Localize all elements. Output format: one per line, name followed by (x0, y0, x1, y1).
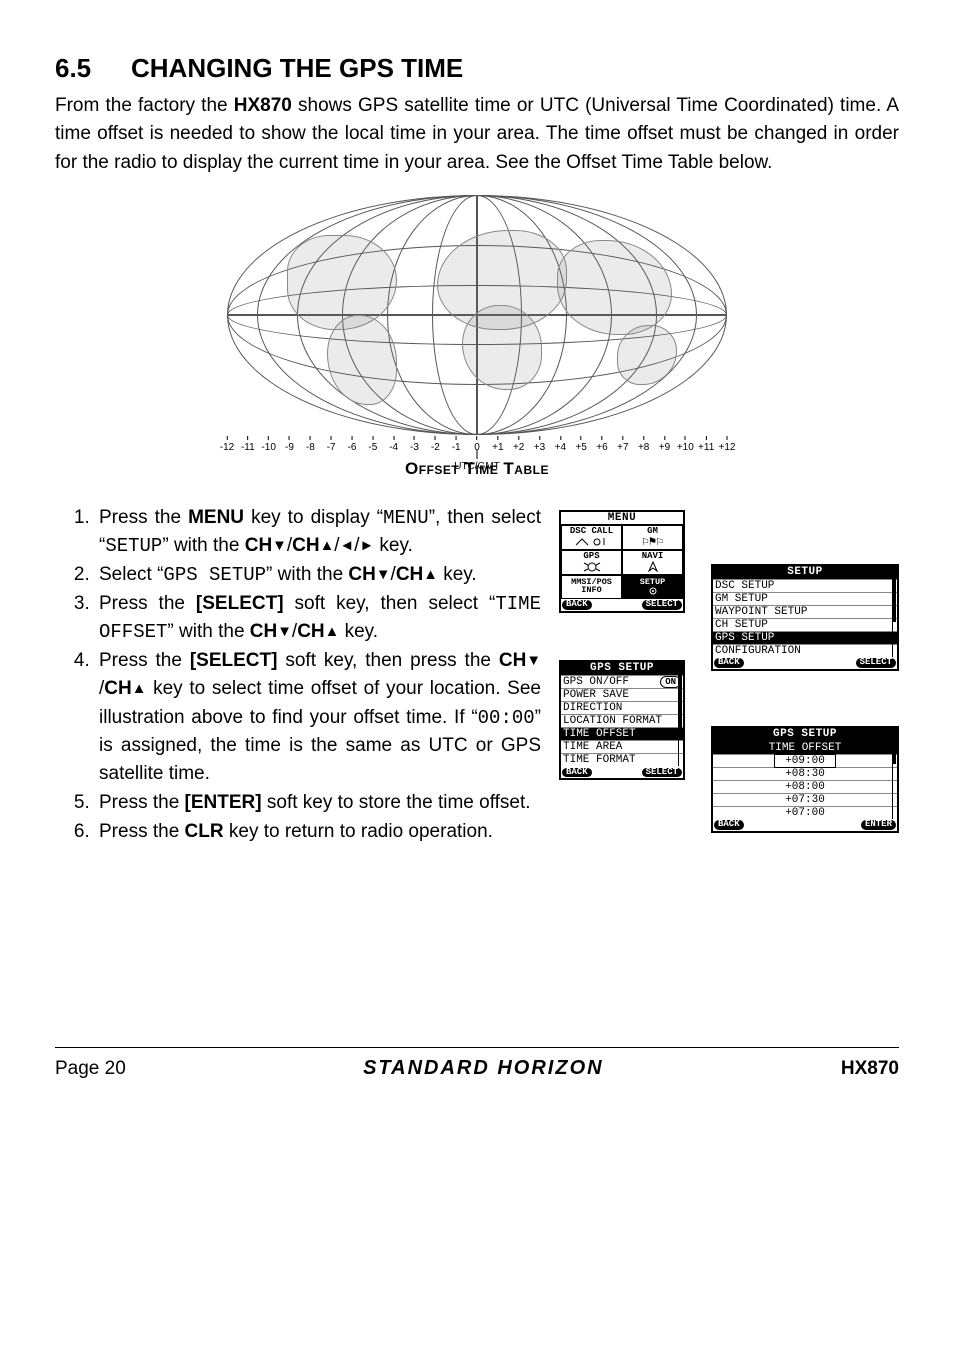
lcd-gps-setup-screen: GPS SETUP GPS ON/OFFONPOWER SAVEDIRECTIO… (559, 660, 685, 781)
tick-label: -8 (306, 436, 315, 456)
tick-label: -11 (241, 436, 255, 456)
heading-text: CHANGING THE GPS TIME (131, 53, 463, 83)
tick-label: +11 (698, 436, 714, 456)
list-item[interactable]: LOCATION FORMAT (561, 714, 683, 727)
tick-label: +12 (719, 436, 736, 456)
list-item[interactable]: +09:00 (713, 754, 897, 767)
list-item[interactable]: CONFIGURATION (713, 644, 897, 657)
utc-label: UTC/GMT (454, 460, 500, 475)
page-footer: Page 20 STANDARD HORIZON HX870 (55, 1047, 899, 1083)
list-item[interactable]: +07:30 (713, 793, 897, 806)
step-2: Select “GPS SETUP” with the CH▼/CH▲ key. (95, 561, 541, 589)
tick-label: +2 (513, 436, 524, 456)
step-1: Press the MENU key to display “MENU”, th… (95, 504, 541, 560)
navi-icon (643, 561, 663, 572)
brand-logo: STANDARD HORIZON (363, 1054, 604, 1083)
select-button[interactable]: SELECT (642, 600, 682, 610)
offset-time-figure: -12-11-10-9-8-7-6-5-4-3-2-10+1+2+3+4+5+6… (227, 195, 727, 482)
tick-label: -7 (327, 436, 336, 456)
list-item[interactable]: TIME FORMAT (561, 753, 683, 766)
list-item[interactable]: WAYPOINT SETUP (713, 605, 897, 618)
tick-label: -5 (368, 436, 377, 456)
heading-number: 6.5 (55, 50, 131, 88)
list-item[interactable]: POWER SAVE (561, 688, 683, 701)
step-3: Press the [SELECT] soft key, then select… (95, 590, 541, 646)
list-item[interactable]: +08:00 (713, 780, 897, 793)
list-item[interactable]: DSC SETUP (713, 579, 897, 592)
tick-label: -4 (389, 436, 398, 456)
select-button[interactable]: SELECT (856, 658, 896, 668)
tick-label: -9 (285, 436, 294, 456)
back-button[interactable]: BACK (714, 820, 744, 830)
back-button[interactable]: BACK (562, 768, 592, 778)
list-item[interactable]: DIRECTION (561, 701, 683, 714)
tick-label: +7 (617, 436, 628, 456)
list-item[interactable]: GPS SETUP (713, 631, 897, 644)
tick-label: +5 (575, 436, 586, 456)
step-6: Press the CLR key to return to radio ope… (95, 818, 541, 846)
list-item[interactable]: +07:00 (713, 806, 897, 819)
list-item[interactable]: GPS ON/OFFON (561, 675, 683, 688)
tick-label: +9 (659, 436, 670, 456)
intro-paragraph: From the factory the HX870 shows GPS sat… (55, 92, 899, 178)
steps-list: Press the MENU key to display “MENU”, th… (55, 504, 541, 846)
tick-label: -3 (410, 436, 419, 456)
page-number: Page 20 (55, 1055, 126, 1083)
tick-label: +6 (596, 436, 607, 456)
back-button[interactable]: BACK (714, 658, 744, 668)
radio-icon (574, 536, 610, 547)
tick-label: -1 (452, 436, 461, 456)
list-item[interactable]: GM SETUP (713, 592, 897, 605)
gear-icon (645, 586, 661, 596)
list-item[interactable]: TIME AREA (561, 740, 683, 753)
tick-label: -6 (348, 436, 357, 456)
list-item[interactable]: TIME OFFSET (561, 727, 683, 740)
tick-label: +4 (555, 436, 566, 456)
select-button[interactable]: SELECT (642, 768, 682, 778)
lcd-setup-screen: SETUP DSC SETUPGM SETUPWAYPOINT SETUPCH … (711, 564, 899, 672)
tick-label: -12 (220, 436, 234, 456)
tick-label: +8 (638, 436, 649, 456)
tick-label: +1 (492, 436, 503, 456)
lcd-time-offset-screen: GPS SETUP TIME OFFSET +09:00+08:30+08:00… (711, 726, 899, 834)
step-5: Press the [ENTER] soft key to store the … (95, 789, 541, 817)
tick-label: +10 (677, 436, 694, 456)
enter-button[interactable]: ENTER (861, 820, 896, 830)
back-button[interactable]: BACK (562, 600, 592, 610)
list-item[interactable]: +08:30 (713, 767, 897, 780)
model-number: HX870 (841, 1055, 899, 1083)
lcd-menu-screen: MENU DSC CALL GM⚐⚑⚐ GPS NAVI MMSI/POSINF… (559, 510, 685, 613)
tick-label: +3 (534, 436, 545, 456)
list-item[interactable]: CH SETUP (713, 618, 897, 631)
tick-label: -2 (431, 436, 440, 456)
tick-label: -10 (261, 436, 275, 456)
step-4: Press the [SELECT] soft key, then press … (95, 647, 541, 788)
sat-icon (580, 561, 604, 572)
